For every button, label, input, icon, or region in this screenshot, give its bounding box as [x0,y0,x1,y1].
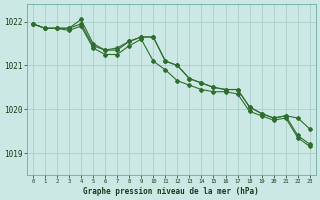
X-axis label: Graphe pression niveau de la mer (hPa): Graphe pression niveau de la mer (hPa) [84,187,259,196]
